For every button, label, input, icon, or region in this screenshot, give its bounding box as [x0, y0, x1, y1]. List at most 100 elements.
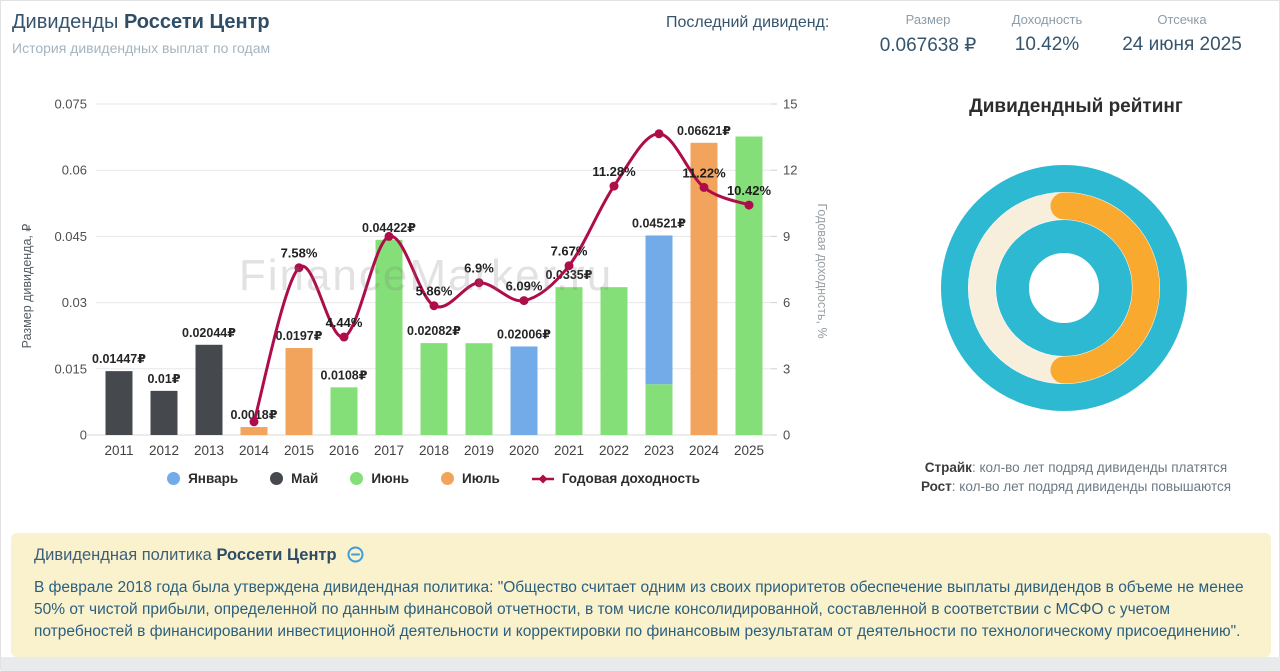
dividend-rating-panel: Дивидендный рейтинг Страйк: кол-во лет п…	[881, 96, 1271, 496]
grid: 0 0.015 0.03 0.045 0.06 0.075 0 3 6 9 12 15	[54, 97, 797, 443]
bar-2017-june	[375, 239, 403, 435]
svg-text:0.01₽: 0.01₽	[147, 372, 180, 386]
svg-text:15: 15	[783, 97, 797, 112]
legend-item-Январь[interactable]: Январь	[167, 471, 238, 486]
svg-text:2019: 2019	[464, 443, 494, 458]
svg-text:2011: 2011	[104, 443, 133, 458]
svg-text:0.045: 0.045	[54, 229, 87, 244]
svg-text:0.04521₽: 0.04521₽	[632, 216, 686, 230]
legend-swatch-icon	[270, 472, 284, 485]
svg-text:0.02006₽: 0.02006₽	[497, 327, 551, 341]
svg-text:2018: 2018	[419, 443, 449, 458]
svg-text:2021: 2021	[554, 443, 584, 458]
svg-text:2024: 2024	[689, 443, 720, 458]
svg-text:0.0108₽: 0.0108₽	[321, 368, 368, 382]
svg-text:2012: 2012	[149, 443, 179, 458]
link-icon[interactable]	[347, 546, 364, 568]
bar-2023-june	[645, 384, 673, 435]
dividend-policy-panel: Дивидендная политика Россети Центр В фев…	[11, 533, 1271, 657]
svg-text:2022: 2022	[599, 443, 629, 458]
rating-caption-strike: Страйк: кол-во лет подряд дивиденды плат…	[881, 458, 1271, 477]
bar-2016-june	[330, 387, 358, 435]
svg-text:6: 6	[783, 295, 790, 310]
svg-text:2020: 2020	[509, 443, 539, 458]
svg-text:0.0335₽: 0.0335₽	[546, 268, 593, 282]
svg-text:6.09%: 6.09%	[506, 279, 543, 294]
policy-title: Дивидендная политика Россети Центр	[34, 546, 1248, 568]
legend-item-Июнь[interactable]: Июнь	[350, 471, 409, 486]
svg-text:0.01447₽: 0.01447₽	[92, 352, 146, 366]
svg-text:2015: 2015	[284, 443, 314, 458]
bar-2011-may	[105, 371, 133, 435]
legend-label: Июнь	[371, 471, 410, 486]
legend-swatch-icon	[441, 472, 455, 485]
strike-text: : кол-во лет подряд дивиденды платятся	[971, 460, 1228, 475]
svg-text:10.42%: 10.42%	[727, 183, 772, 198]
bottom-strip	[1, 657, 1280, 671]
stat-yield: Доходность 10.42%	[992, 12, 1102, 56]
svg-text:4.44%: 4.44%	[326, 315, 363, 330]
last-dividend-label: Последний дивиденд:	[666, 14, 830, 31]
bars-group: 0.01447₽0.01₽ 0.02044₽ 0.0018₽ 0.0197₽ 0.010…	[92, 124, 763, 435]
legend-swatch-icon	[350, 472, 364, 485]
bar-2018-june	[420, 343, 448, 435]
stat-cutoff-label: Отсечка	[1157, 12, 1207, 27]
svg-text:0.04422₽: 0.04422₽	[362, 221, 416, 235]
svg-text:11.22%: 11.22%	[682, 165, 726, 180]
svg-text:0.02044₽: 0.02044₽	[182, 326, 236, 340]
legend-item-Май[interactable]: Май	[270, 471, 318, 486]
svg-text:0.0197₽: 0.0197₽	[276, 329, 323, 343]
bar-2020-january	[510, 346, 538, 435]
dividends-bar-line-chart[interactable]: 0 0.015 0.03 0.045 0.06 0.075 0 3 6 9 12 15 Размер д…	[1, 91, 831, 469]
svg-text:2025: 2025	[734, 443, 764, 458]
svg-text:0: 0	[783, 428, 790, 443]
chart-legend: Январь Май Июнь Июль Годовая доходность	[96, 471, 771, 486]
svg-text:7.58%: 7.58%	[281, 246, 318, 261]
legend-item-Годовая доходность[interactable]: Годовая доходность	[531, 471, 700, 486]
dividends-chart-section: FinanceMarker.ru 0 0.015 0.03 0.045 0.06 0.07…	[1, 91, 831, 503]
svg-text:0.03: 0.03	[62, 295, 87, 310]
svg-text:0.075: 0.075	[54, 97, 87, 112]
svg-text:0.0018₽: 0.0018₽	[231, 408, 278, 422]
rating-title: Дивидендный рейтинг	[969, 96, 1183, 117]
svg-text:11.28%: 11.28%	[592, 164, 636, 179]
legend-line-marker-icon	[531, 474, 554, 483]
page-subtitle: История дивидендных выплат по годам	[12, 40, 271, 56]
svg-text:0.02082₽: 0.02082₽	[407, 324, 461, 338]
stat-size: Размер 0.067638 ₽	[868, 12, 988, 57]
svg-text:12: 12	[783, 163, 797, 178]
left-axis-title: Размер дивиденда, ₽	[20, 224, 34, 349]
policy-title-company: Россети Центр	[216, 546, 337, 564]
bar-2013-may	[195, 344, 223, 435]
svg-text:0.06621₽: 0.06621₽	[677, 124, 731, 138]
rating-caption: Страйк: кол-во лет подряд дивиденды плат…	[881, 458, 1271, 496]
legend-item-Июль[interactable]: Июль	[441, 471, 500, 486]
bar-2021-june	[555, 287, 583, 435]
growth-term: Рост	[920, 479, 952, 494]
stat-yield-label: Доходность	[1011, 12, 1083, 27]
svg-text:0: 0	[80, 428, 87, 443]
page-title-prefix: Дивиденды	[12, 11, 119, 33]
bar-2015-july	[285, 348, 313, 435]
page-title-company: Россети Центр	[123, 11, 270, 33]
growth-text: : кол-во лет подряд дивиденды повышаются	[951, 479, 1232, 494]
strike-term: Страйк	[924, 460, 972, 475]
x-axis-labels: 2011 2012 2013 2014 2015 2016 2017 2018 2019 2020…	[104, 443, 764, 458]
svg-text:9: 9	[783, 229, 790, 244]
svg-text:0.015: 0.015	[54, 361, 87, 376]
legend-label: Январь	[188, 471, 239, 486]
legend-label: Июль	[462, 471, 500, 486]
stat-cutoff: Отсечка 24 июня 2025	[1102, 12, 1262, 56]
legend-label: Годовая доходность	[561, 471, 700, 486]
bar-2012-may	[150, 390, 178, 435]
bar-2025-june	[735, 136, 763, 435]
bar-2022-june	[600, 287, 628, 435]
stat-size-value: 0.067638 ₽	[879, 35, 977, 56]
svg-text:2016: 2016	[329, 443, 359, 458]
page-title: Дивиденды Россети Центр	[12, 11, 270, 34]
legend-swatch-icon	[167, 472, 181, 485]
svg-text:2023: 2023	[644, 443, 674, 458]
bar-2014-july	[240, 427, 268, 435]
svg-text:0.06: 0.06	[62, 163, 87, 178]
svg-text:2017: 2017	[374, 443, 404, 458]
